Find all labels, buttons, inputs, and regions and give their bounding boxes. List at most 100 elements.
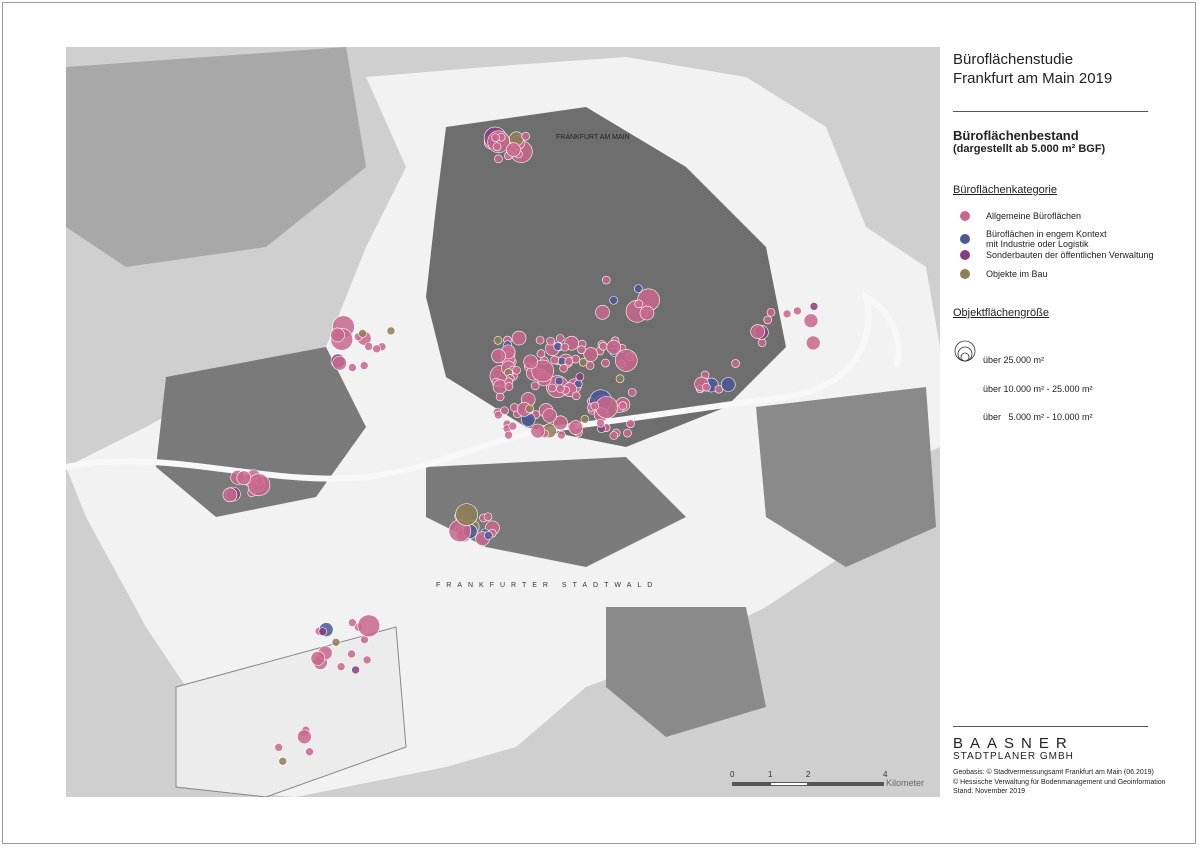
office-bubble	[809, 302, 819, 311]
legend-item-construction: Objekte im Bau	[960, 269, 1048, 279]
office-bubbles	[222, 126, 821, 766]
legend-label: Sonderbauten der öffentlichen Verwaltung	[986, 250, 1154, 260]
map-title-line2: Frankfurt am Main 2019	[953, 70, 1113, 87]
office-bubble	[546, 336, 555, 346]
base-map: FRANKFURT AM MAIN FRANKFURTER STADTWALD	[66, 47, 940, 797]
scale-unit: Kilometer	[886, 778, 925, 788]
office-bubble	[494, 154, 503, 164]
built-up-south	[426, 457, 686, 567]
office-bubble	[359, 361, 369, 370]
office-bubble	[348, 618, 357, 627]
built-up-northwest	[66, 47, 366, 267]
office-bubble	[571, 391, 581, 401]
subtitle-block: Büroflächenbestand (dargestellt ab 5.000…	[953, 128, 1105, 155]
size-heading: Objektflächengröße	[953, 307, 1049, 319]
sources: Geobasis: © Stadtvermessungsamt Frankfur…	[953, 768, 1166, 797]
office-bubble	[793, 306, 802, 316]
map-label-city: FRANKFURT AM MAIN	[556, 134, 630, 141]
purple-dot-icon	[960, 250, 970, 260]
office-bubble	[523, 354, 539, 370]
office-bubble	[618, 401, 628, 411]
office-bubble	[614, 349, 638, 372]
scale-tick: 4	[883, 770, 888, 779]
office-bubble	[568, 420, 584, 435]
office-bubble	[506, 142, 521, 157]
divider	[953, 111, 1148, 112]
size-label-small: über 5.000 m² - 10.000 m²	[983, 412, 1093, 422]
office-bubble	[763, 315, 773, 325]
office-bubble	[372, 344, 381, 354]
office-bubble	[720, 377, 736, 392]
office-bubble	[484, 531, 493, 540]
office-bubble	[358, 329, 367, 338]
office-bubble	[386, 326, 396, 336]
office-bubble	[557, 430, 566, 440]
map-title-line1: Büroflächenstudie	[953, 51, 1074, 68]
office-bubble	[511, 330, 527, 346]
office-bubble	[590, 401, 600, 411]
airport-area	[175, 626, 407, 797]
office-bubble	[553, 415, 568, 431]
office-bubble	[535, 335, 545, 345]
office-bubble	[336, 662, 346, 671]
office-bubble	[606, 339, 622, 355]
office-bubble	[318, 627, 328, 636]
office-bubble	[222, 487, 238, 503]
brand-name: BAASNER	[953, 735, 1074, 752]
office-bubble	[583, 347, 599, 362]
scale-tick: 1	[768, 770, 773, 779]
office-bubble	[531, 359, 555, 383]
office-bubble	[512, 365, 521, 375]
office-bubble	[495, 392, 505, 402]
office-bubble	[702, 382, 711, 392]
office-bubble	[601, 275, 611, 285]
office-space-map[interactable]: FRANKFURT AM MAIN FRANKFURTER STADTWALD	[66, 47, 940, 797]
office-bubble	[595, 304, 610, 320]
brand-logo: BAASNER STADTPLANER GMBH	[953, 736, 1074, 762]
office-bubble	[805, 335, 821, 351]
office-bubble	[542, 408, 557, 423]
office-bubble	[626, 419, 635, 428]
office-bubble	[357, 614, 381, 638]
office-bubble	[332, 355, 347, 371]
office-bubble	[555, 334, 565, 343]
source-line: Stand: November 2019	[953, 788, 1025, 795]
divider	[953, 726, 1148, 727]
legend-label: Allgemeine Büroflächen	[986, 211, 1082, 221]
office-bubble	[310, 651, 326, 666]
office-bubble	[639, 305, 655, 321]
office-bubble	[330, 327, 345, 343]
office-bubble	[595, 396, 618, 419]
office-bubble	[559, 363, 568, 373]
office-bubble	[351, 665, 360, 675]
office-bubble	[554, 376, 564, 386]
subtitle-note: (dargestellt ab 5.000 m² BGF)	[953, 143, 1106, 155]
office-bubble	[556, 384, 565, 393]
subtitle-main: Büroflächenbestand	[953, 128, 1079, 143]
office-bubble	[525, 404, 534, 414]
office-bubble	[504, 430, 513, 440]
legend-label: Büroflächen in engem Kontext mit Industri…	[986, 229, 1107, 249]
office-bubble	[615, 374, 625, 384]
office-bubble	[492, 142, 502, 151]
office-bubble	[508, 421, 518, 431]
office-bubble	[575, 372, 585, 382]
category-heading: Büroflächenkategorie	[953, 184, 1057, 196]
office-bubble	[731, 359, 740, 368]
legend-item-industry: Büroflächen in engem Kontext mit Industri…	[960, 229, 1107, 249]
office-bubble	[627, 388, 637, 397]
office-bubble	[634, 284, 643, 293]
office-bubble	[494, 410, 503, 420]
scale-tick: 2	[806, 770, 811, 779]
office-bubble	[536, 349, 546, 358]
map-label-forest: FRANKFURTER STADTWALD	[436, 582, 658, 589]
legend-item-public: Sonderbauten der öffentlichen Verwaltung	[960, 250, 1153, 260]
office-bubble	[483, 512, 493, 522]
size-legend: über 25.000 m² über 10.000 m² - 25.000 m…	[953, 337, 1093, 442]
source-line: Geobasis: © Stadtvermessungsamt Frankfur…	[953, 769, 1154, 776]
office-bubble	[601, 358, 610, 368]
legend-label-line2: mit Industrie oder Logistik	[986, 239, 1089, 249]
office-bubble	[596, 418, 605, 428]
office-bubble	[331, 637, 341, 647]
legend-item-general: Allgemeine Büroflächen	[960, 211, 1081, 221]
